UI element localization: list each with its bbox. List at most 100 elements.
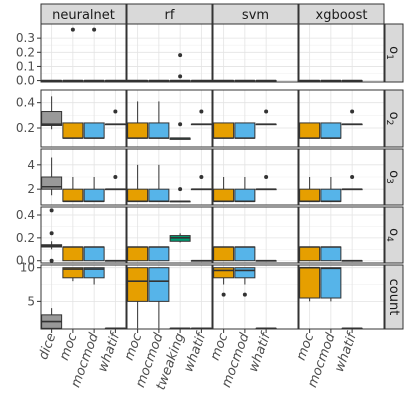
strip-label-o4: o4 [384,228,401,242]
box-mocmod [83,177,105,203]
box-body [234,267,256,279]
ytick-label-o3: 4 [27,158,35,172]
strip-label-o1: o1 [384,46,401,60]
strip-label-o3: o3 [384,170,401,184]
box-body [320,122,342,139]
outlier-point [113,109,118,114]
box-whatif [190,259,212,262]
panel-border [212,264,299,330]
panel-neuralnet-o1 [40,23,127,83]
panel-rf-o1 [126,23,213,83]
strip-label-rf: rf [165,8,175,23]
xtick-label-dice: dice [36,331,59,362]
box-body [41,111,63,126]
box-mocmod [320,267,342,302]
box-body [320,188,342,202]
strip-o3 [384,148,404,206]
box-moc [62,27,84,82]
box-body [62,246,84,262]
box-body [299,188,321,202]
box-tweaking [169,187,191,203]
panel-border [298,89,385,148]
box-body [299,122,321,139]
box-moc [299,122,321,139]
outlier-point [199,175,204,179]
panel-border [212,89,299,148]
strip-label-main: o [386,228,401,236]
panel-rf-o3 [126,148,213,206]
box-whatif [255,109,277,126]
panel-xgboost-count [298,264,385,330]
box-moc [213,246,235,262]
panel-xgboost-o3 [298,148,385,206]
outlier-point [199,109,204,114]
box-mocmod [148,101,170,139]
outlier-point [350,175,355,179]
box-body [148,122,170,139]
box-moc [127,164,149,203]
box-whatif [341,109,363,126]
box-body [127,188,149,202]
box-dice [41,79,63,82]
box-body [213,246,235,262]
panel-border [212,23,299,83]
panel-background [213,24,298,82]
box-moc [127,267,149,329]
box-whatif [341,259,363,262]
box-mocmod [83,267,105,285]
box-body [148,246,170,262]
strip-o1 [384,23,404,83]
panel-border [126,89,213,148]
box-moc [213,177,235,203]
ytick-label-count: 10 [20,261,35,275]
outlier-point [113,175,118,179]
strip-label-main: o [386,46,401,54]
outlier-point [264,109,269,114]
box-mocmod [234,122,256,139]
outlier-point [178,53,183,58]
panel-background [41,24,126,82]
box-body [234,246,256,262]
box-moc [62,246,84,262]
box-mocmod [83,246,105,262]
ytick-label-o4: 0.0 [16,254,35,268]
box-whatif [341,175,363,191]
box-body [83,246,105,262]
box-dice [41,208,63,263]
panel-xgboost-o1 [298,23,385,83]
box-body [148,267,170,302]
box-mocmod [148,246,170,262]
panel-rf-o4 [126,206,213,264]
ytick-label-o1: 0.0 [16,74,35,88]
box-mocmod [234,79,256,82]
strip-o4 [384,206,404,264]
panel-border [40,206,127,264]
box-body [234,188,256,202]
strip-label-subscript: 2 [384,120,394,126]
ytick-label-o2: 0.2 [16,121,35,135]
box-moc [62,122,84,139]
box-body [127,246,149,262]
panel-border [298,148,385,206]
box-mocmod [320,79,342,82]
panel-rf-o2 [126,89,213,148]
box-mocmod [83,122,105,139]
box-moc [213,79,235,82]
box-mocmod [148,267,170,329]
box-tweaking [169,233,191,243]
box-moc [127,79,149,82]
box-body [213,267,235,279]
ytick-label-o3: 2 [27,182,35,196]
box-body [62,267,84,279]
box-dice [41,157,63,196]
box-body [83,122,105,139]
box-whatif [190,109,212,126]
ytick-label-o4: 0.2 [16,231,35,245]
box-mocmod [83,27,105,82]
box-moc [299,246,321,262]
outlier-point [178,187,183,192]
box-mocmod [320,246,342,262]
box-moc [299,79,321,82]
strip-count [384,264,404,330]
